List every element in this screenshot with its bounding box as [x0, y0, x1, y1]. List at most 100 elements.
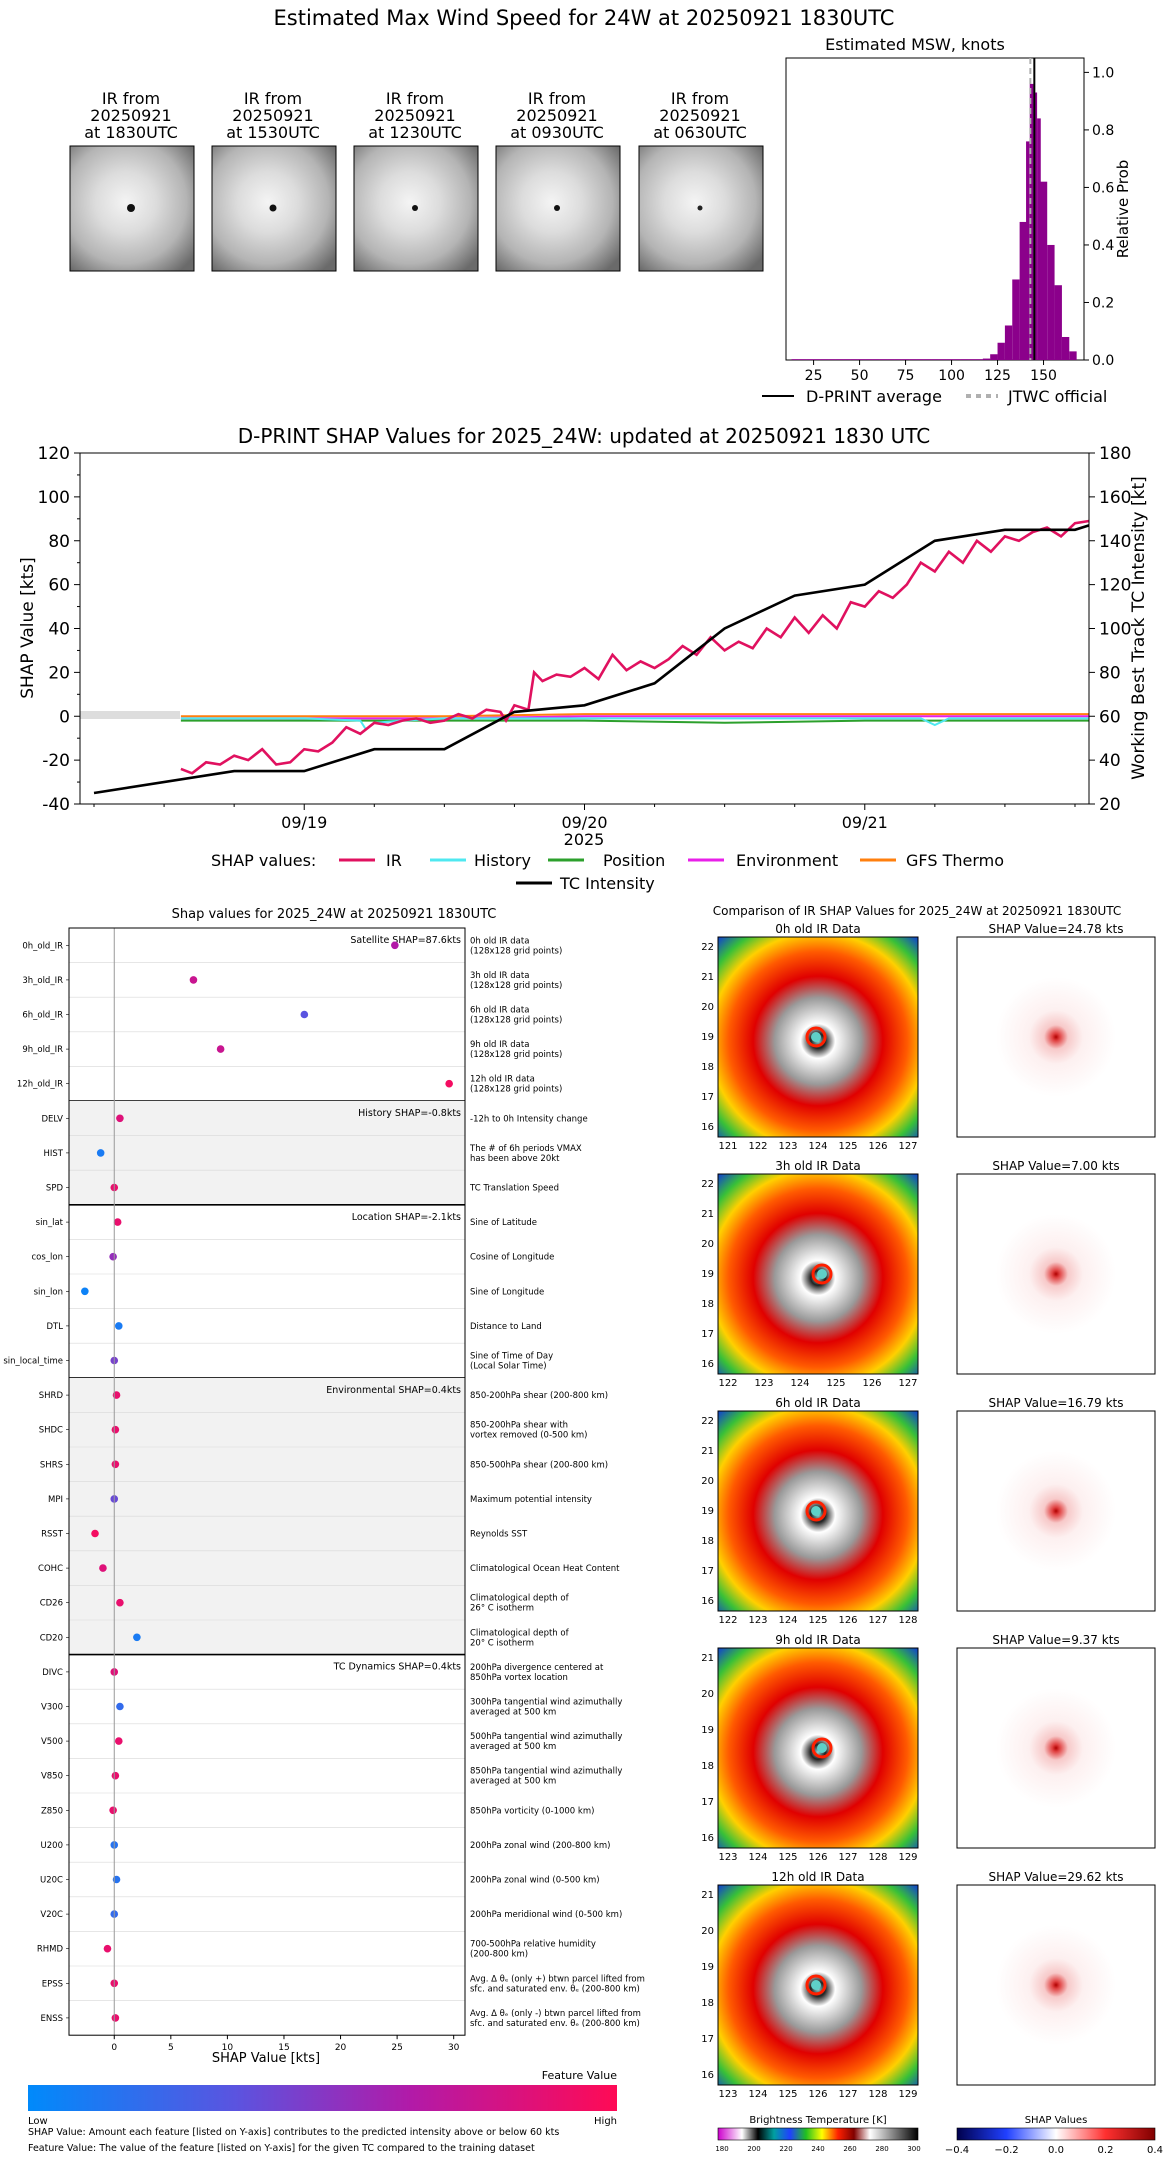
ts-ytick-right-label-7: 160 — [1099, 488, 1131, 508]
cmp-ytick-2-2: 20 — [701, 1476, 714, 1487]
dot-feature-desc-DELV-0: -12h to 0h Intensity change — [470, 1114, 588, 1124]
cmp-ytick-2-6: 16 — [701, 1596, 714, 1607]
hist-bar-33 — [1029, 83, 1034, 360]
top-legend: D-PRINT average JTWC official — [762, 387, 1107, 406]
cmp-xtick-0-0: 121 — [718, 1141, 737, 1152]
dot-feature-code-DIVC: DIVC — [42, 1668, 63, 1678]
cmp-shap-blob-1 — [996, 1214, 1116, 1334]
hist-bar-24 — [968, 359, 976, 360]
ts-xtick-label-2: 09/21 — [842, 813, 888, 832]
dot-feature-desc-HIST-1: has been above 20kt — [470, 1154, 560, 1164]
ts-ytick-left-label-1: -20 — [42, 751, 70, 771]
cmp-xtick-4-6: 129 — [898, 2089, 917, 2100]
dot-feature-desc-cos_lon-0: Cosine of Longitude — [470, 1253, 554, 1263]
cmp-ytick-1-2: 20 — [701, 1239, 714, 1250]
cmp-ytick-4-0: 21 — [701, 1890, 714, 1901]
cmp-ytick-0-4: 18 — [701, 1062, 714, 1073]
dot-group-label-4: TC Dynamics SHAP=0.4kts — [333, 1662, 461, 1673]
hist-bar-18 — [923, 359, 932, 360]
dot-feature-desc-V300-1: averaged at 500 km — [470, 1708, 556, 1718]
thumb-3-line1: IR from — [386, 89, 444, 108]
dot-feature-desc-9h_old_IR-1: (128x128 grid points) — [470, 1050, 562, 1060]
hist-bar-5 — [828, 359, 836, 360]
hist-bar-9 — [857, 359, 866, 360]
dot-feature-desc-12h_old_IR-1: (128x128 grid points) — [470, 1085, 562, 1095]
thumb-1-eye — [127, 204, 135, 212]
thumb-3-line2: 20250921 — [374, 106, 455, 125]
thumb-5-eye — [697, 205, 703, 211]
hist-bar-20 — [938, 359, 947, 360]
hist-bar-29 — [1004, 325, 1013, 360]
dot-feature-code-sin_local_time: sin_local_time — [3, 1357, 63, 1367]
dot-feature-code-V20C: V20C — [40, 1910, 63, 1920]
hist-bar-11 — [872, 359, 880, 360]
hist-bar-13 — [887, 359, 895, 360]
hist-bar-35 — [1037, 118, 1041, 361]
dot-xlabel: SHAP Value [kts] — [212, 2051, 320, 2066]
hist-bar-37 — [1047, 244, 1055, 360]
dot-xtick-label-5: 25 — [391, 2043, 402, 2053]
hist-xtick-label-4: 125 — [984, 368, 1011, 384]
ts-legend-tc: TC Intensity — [559, 874, 655, 893]
shap-colorbar-bar — [956, 2127, 1156, 2141]
thumb-4-line2: 20250921 — [516, 106, 597, 125]
cmp-ytick-0-5: 17 — [701, 1092, 714, 1103]
ts-legend-position: Position — [603, 851, 665, 870]
dot-feature-code-RHMD: RHMD — [37, 1945, 64, 1955]
hist-bar-25 — [975, 359, 983, 360]
ts-title: D-PRINT SHAP Values for 2025_24W: update… — [238, 424, 930, 448]
cmp-xtick-0-3: 124 — [808, 1141, 827, 1152]
ir-thumbnail-3: IR from 20250921 at 1230UTC — [353, 89, 479, 272]
dot-feature-code-12h_old_IR: 12h_old_IR — [17, 1080, 63, 1090]
hist-bar-4 — [820, 359, 829, 360]
dot-feature-desc-CD20-1: 20° C isotherm — [470, 1638, 534, 1648]
dot-point-SHRS — [111, 1460, 120, 1469]
thumb-1-line3: at 1830UTC — [84, 123, 178, 142]
dot-point-COHC — [99, 1564, 107, 1572]
hist-xtick-label-1: 50 — [851, 368, 869, 384]
ts-ytick-left-label-7: 100 — [38, 488, 70, 508]
bt-colorbar-bar — [717, 2127, 919, 2141]
footnote-2: Feature Value: The value of the feature … — [28, 2143, 535, 2154]
feature-colorbar: Feature Value Low High — [28, 2069, 617, 2127]
comparison-title: Comparison of IR SHAP Values for 2025_24… — [713, 904, 1122, 918]
cmp-xtick-2-4: 126 — [838, 1615, 857, 1626]
dot-feature-code-U20C: U20C — [40, 1876, 63, 1886]
dot-feature-desc-SHRD-0: 850-200hPa shear (200-800 km) — [470, 1391, 608, 1401]
dot-feature-desc-CD26-1: 26° C isotherm — [470, 1604, 534, 1614]
dot-feature-desc-ENSS-1: sfc. and saturated env. θₑ (200-800 km) — [470, 2019, 640, 2029]
dot-point-0h_old_IR — [391, 941, 399, 950]
bt-tick-1: 200 — [747, 2145, 760, 2153]
cmp-ytick-4-3: 18 — [701, 1998, 714, 2009]
hist-bar-39 — [1061, 336, 1070, 360]
ir-thumbnail-4: IR from 20250921 at 0930UTC — [495, 89, 621, 272]
cmp-ytick-2-4: 18 — [701, 1536, 714, 1547]
ts-ytick-left-label-5: 60 — [48, 576, 70, 596]
dot-feature-desc-EPSS-0: Avg. Δ θₑ (only +) btwn parcel lifted fr… — [470, 1974, 645, 1984]
hist-bar-30 — [1012, 279, 1020, 360]
jtwc-legend-label: JTWC official — [1007, 387, 1107, 406]
ts-xlabel: 2025 — [564, 830, 605, 849]
dot-frame — [68, 927, 466, 2036]
cmp-xtick-0-1: 122 — [748, 1141, 767, 1152]
dot-feature-desc-sin_local_time-0: Sine of Time of Day — [470, 1352, 553, 1362]
ts-legend-ir: IR — [386, 851, 402, 870]
hist-xtick-label-0: 25 — [805, 368, 823, 384]
cmp-ir-eye-3 — [817, 1743, 827, 1753]
shap-tick-4: 0.4 — [1147, 2145, 1163, 2156]
thumb-4-image — [495, 145, 621, 272]
ts-legend-environment: Environment — [736, 851, 838, 870]
dot-feature-desc-Z850-0: 850hPa vorticity (0-1000 km) — [470, 1806, 594, 1816]
cmp-ytick-3-0: 21 — [701, 1653, 714, 1664]
cmp-ir-eyewall-1 — [811, 1263, 833, 1285]
hist-bar-21 — [946, 359, 954, 360]
dot-feature-code-0h_old_IR: 0h_old_IR — [22, 941, 63, 951]
cmp-xtick-2-6: 128 — [898, 1615, 917, 1626]
cmp-left-title-2: 6h old IR Data — [775, 1396, 861, 1410]
cmp-ytick-0-3: 19 — [701, 1032, 714, 1043]
feature-colorbar-low: Low — [28, 2116, 48, 2127]
ts-ytick-right-label-5: 120 — [1099, 576, 1131, 596]
dot-point-RHMD — [103, 1944, 112, 1953]
dot-feature-desc-DTL-0: Distance to Land — [470, 1322, 542, 1332]
dot-feature-desc-EPSS-1: sfc. and saturated env. θₑ (200-800 km) — [470, 1984, 640, 1994]
